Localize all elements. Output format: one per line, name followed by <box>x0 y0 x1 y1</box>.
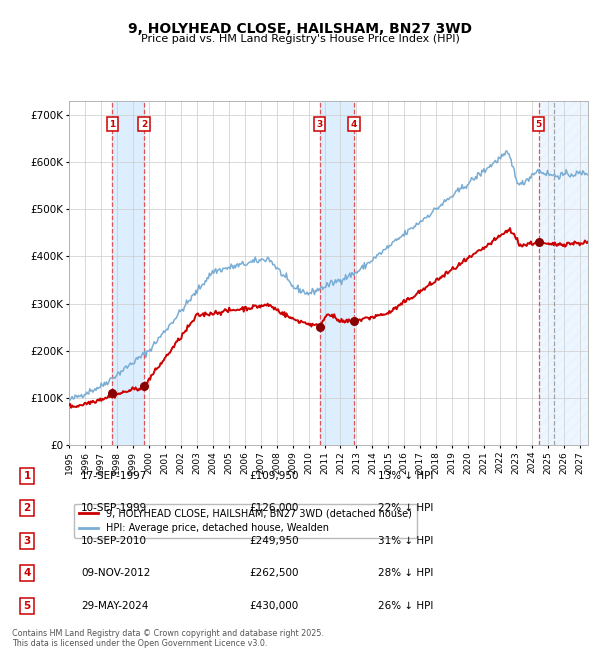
Text: 17-SEP-1997: 17-SEP-1997 <box>81 471 148 481</box>
Text: 4: 4 <box>351 120 358 129</box>
Text: 09-NOV-2012: 09-NOV-2012 <box>81 568 151 578</box>
Text: 22% ↓ HPI: 22% ↓ HPI <box>378 503 433 514</box>
Bar <box>112 101 144 445</box>
Text: 3: 3 <box>23 536 31 546</box>
Bar <box>539 101 588 445</box>
Text: 26% ↓ HPI: 26% ↓ HPI <box>378 601 433 611</box>
Text: 29-MAY-2024: 29-MAY-2024 <box>81 601 148 611</box>
Text: 31% ↓ HPI: 31% ↓ HPI <box>378 536 433 546</box>
Text: Contains HM Land Registry data © Crown copyright and database right 2025.
This d: Contains HM Land Registry data © Crown c… <box>12 629 324 648</box>
Text: 4: 4 <box>23 568 31 578</box>
Text: 1: 1 <box>109 120 115 129</box>
Text: 9, HOLYHEAD CLOSE, HAILSHAM, BN27 3WD: 9, HOLYHEAD CLOSE, HAILSHAM, BN27 3WD <box>128 22 472 36</box>
Legend: 9, HOLYHEAD CLOSE, HAILSHAM, BN27 3WD (detached house), HPI: Average price, deta: 9, HOLYHEAD CLOSE, HAILSHAM, BN27 3WD (d… <box>74 504 416 538</box>
Text: Price paid vs. HM Land Registry's House Price Index (HPI): Price paid vs. HM Land Registry's House … <box>140 34 460 44</box>
Text: 13% ↓ HPI: 13% ↓ HPI <box>378 471 433 481</box>
Text: 5: 5 <box>23 601 31 611</box>
Text: £126,000: £126,000 <box>249 503 298 514</box>
Text: £249,950: £249,950 <box>249 536 299 546</box>
Text: 28% ↓ HPI: 28% ↓ HPI <box>378 568 433 578</box>
Text: 2: 2 <box>141 120 147 129</box>
Text: £430,000: £430,000 <box>249 601 298 611</box>
Text: 1: 1 <box>23 471 31 481</box>
Text: £262,500: £262,500 <box>249 568 299 578</box>
Text: 2: 2 <box>23 503 31 514</box>
Text: 10-SEP-1999: 10-SEP-1999 <box>81 503 147 514</box>
Text: 5: 5 <box>536 120 542 129</box>
Bar <box>320 101 354 445</box>
Text: 3: 3 <box>316 120 323 129</box>
Text: 10-SEP-2010: 10-SEP-2010 <box>81 536 147 546</box>
Text: £109,950: £109,950 <box>249 471 299 481</box>
